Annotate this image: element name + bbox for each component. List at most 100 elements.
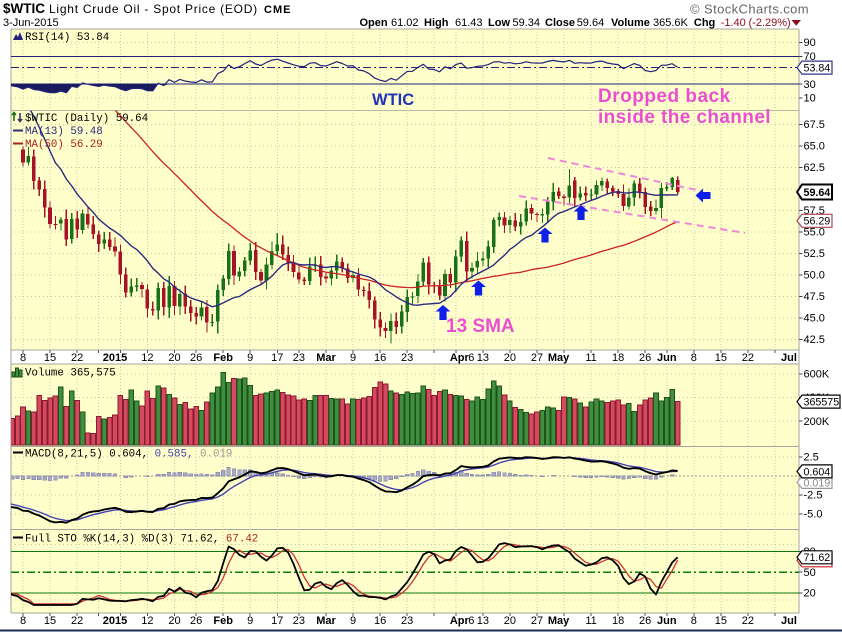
svg-text:53.84: 53.84 bbox=[804, 63, 831, 75]
svg-text:CME: CME bbox=[264, 4, 291, 16]
svg-text:62.5: 62.5 bbox=[804, 162, 825, 174]
svg-text:13: 13 bbox=[477, 615, 489, 627]
svg-text:MA(50) 56.29: MA(50) 56.29 bbox=[25, 139, 103, 151]
svg-text:59.34: 59.34 bbox=[513, 17, 541, 29]
svg-text:56.29: 56.29 bbox=[804, 216, 831, 228]
svg-text:11: 11 bbox=[585, 615, 596, 627]
svg-text:26: 26 bbox=[639, 615, 651, 627]
svg-text:Jun: Jun bbox=[657, 352, 677, 364]
svg-text:200K: 200K bbox=[804, 416, 830, 428]
svg-text:2.5: 2.5 bbox=[804, 452, 819, 464]
svg-text:inside the channel: inside the channel bbox=[598, 107, 771, 128]
svg-text:Open: Open bbox=[360, 17, 388, 29]
svg-text:23: 23 bbox=[293, 352, 305, 364]
svg-text:20: 20 bbox=[168, 615, 180, 627]
svg-text:-1.40: -1.40 bbox=[721, 17, 746, 29]
svg-text:2015: 2015 bbox=[103, 615, 127, 627]
svg-text:Close: Close bbox=[545, 17, 575, 29]
svg-text:9: 9 bbox=[247, 352, 253, 364]
svg-text:MA(13) 59.48: MA(13) 59.48 bbox=[25, 126, 103, 138]
svg-text:6: 6 bbox=[468, 615, 474, 627]
svg-text:WTIC: WTIC bbox=[372, 91, 414, 109]
svg-text:-5.0: -5.0 bbox=[804, 509, 823, 521]
svg-text:16: 16 bbox=[374, 615, 386, 627]
svg-text:Feb: Feb bbox=[213, 615, 233, 627]
svg-text:70: 70 bbox=[804, 51, 816, 63]
svg-text:Full STO %K(14,3) %D(3) 71.62,: Full STO %K(14,3) %D(3) 71.62, bbox=[25, 534, 219, 546]
svg-text:20: 20 bbox=[168, 352, 180, 364]
svg-text:67.5: 67.5 bbox=[804, 119, 825, 131]
svg-text:-2.5: -2.5 bbox=[804, 490, 823, 502]
svg-text:47.5: 47.5 bbox=[804, 291, 825, 303]
svg-text:50: 50 bbox=[804, 567, 816, 579]
svg-text:15: 15 bbox=[44, 352, 56, 364]
svg-text:15: 15 bbox=[715, 615, 727, 627]
svg-text:8: 8 bbox=[20, 352, 26, 364]
svg-text:0.585,: 0.585, bbox=[155, 449, 194, 461]
svg-text:15: 15 bbox=[715, 352, 727, 364]
svg-text:17: 17 bbox=[271, 352, 283, 364]
svg-text:0.019: 0.019 bbox=[804, 477, 831, 489]
svg-text:59.64: 59.64 bbox=[804, 187, 831, 199]
svg-text:90: 90 bbox=[804, 37, 816, 49]
svg-text:27: 27 bbox=[531, 352, 543, 364]
svg-text:23: 23 bbox=[401, 615, 413, 627]
svg-text:71.62: 71.62 bbox=[804, 552, 831, 564]
svg-text:© StockCharts.com: © StockCharts.com bbox=[690, 2, 809, 17]
svg-text:RSI(14) 53.84: RSI(14) 53.84 bbox=[25, 32, 109, 44]
svg-text:27: 27 bbox=[531, 615, 543, 627]
svg-text:18: 18 bbox=[612, 352, 624, 364]
svg-text:22: 22 bbox=[742, 352, 754, 364]
svg-text:26: 26 bbox=[639, 352, 651, 364]
svg-text:3-Jun-2015: 3-Jun-2015 bbox=[3, 17, 59, 29]
svg-text:65.0: 65.0 bbox=[804, 141, 825, 153]
svg-text:Chg: Chg bbox=[694, 17, 715, 29]
svg-text:17: 17 bbox=[271, 615, 283, 627]
svg-text:20: 20 bbox=[504, 615, 516, 627]
svg-text:52.5: 52.5 bbox=[804, 248, 825, 260]
svg-text:Jul: Jul bbox=[781, 615, 797, 627]
svg-text:30: 30 bbox=[804, 79, 816, 91]
svg-text:11: 11 bbox=[585, 352, 596, 364]
svg-text:$WTIC: $WTIC bbox=[3, 1, 45, 16]
svg-text:8: 8 bbox=[691, 352, 697, 364]
svg-text:20: 20 bbox=[504, 352, 516, 364]
svg-text:Low: Low bbox=[488, 17, 510, 29]
svg-text:Volume: Volume bbox=[611, 17, 650, 29]
svg-text:22: 22 bbox=[71, 352, 83, 364]
svg-text:12: 12 bbox=[141, 352, 153, 364]
svg-text:9: 9 bbox=[247, 615, 253, 627]
svg-text:10: 10 bbox=[804, 93, 816, 105]
svg-text:8: 8 bbox=[691, 615, 697, 627]
svg-text:16: 16 bbox=[374, 352, 386, 364]
svg-text:13 SMA: 13 SMA bbox=[446, 316, 515, 337]
svg-text:15: 15 bbox=[44, 615, 56, 627]
svg-text:61.43: 61.43 bbox=[455, 17, 483, 29]
svg-text:$WTIC (Daily) 59.64: $WTIC (Daily) 59.64 bbox=[25, 113, 148, 125]
svg-text:12: 12 bbox=[141, 615, 153, 627]
svg-text:2015: 2015 bbox=[103, 352, 127, 364]
svg-text:9: 9 bbox=[350, 615, 356, 627]
svg-text:May: May bbox=[548, 615, 570, 627]
svg-text:61.02: 61.02 bbox=[391, 17, 419, 29]
svg-text:26: 26 bbox=[190, 352, 202, 364]
svg-text:20: 20 bbox=[804, 588, 816, 600]
svg-text:26: 26 bbox=[190, 615, 202, 627]
svg-text:Volume 365,575: Volume 365,575 bbox=[25, 368, 116, 380]
svg-text:18: 18 bbox=[612, 615, 624, 627]
svg-text:Feb: Feb bbox=[213, 352, 233, 364]
svg-text:Mar: Mar bbox=[316, 352, 336, 364]
svg-text:600K: 600K bbox=[804, 368, 830, 380]
svg-text:8: 8 bbox=[20, 615, 26, 627]
svg-text:MACD(8,21,5) 0.604,: MACD(8,21,5) 0.604, bbox=[25, 449, 148, 461]
svg-text:Apr: Apr bbox=[450, 352, 470, 364]
svg-text:50.0: 50.0 bbox=[804, 270, 825, 282]
svg-text:9: 9 bbox=[350, 352, 356, 364]
svg-text:23: 23 bbox=[293, 615, 305, 627]
svg-text:Dropped back: Dropped back bbox=[598, 86, 731, 107]
svg-text:42.5: 42.5 bbox=[804, 334, 825, 346]
svg-text:Apr: Apr bbox=[450, 615, 470, 627]
svg-text:365575: 365575 bbox=[804, 397, 840, 409]
svg-text:22: 22 bbox=[71, 615, 83, 627]
svg-text:45.0: 45.0 bbox=[804, 313, 825, 325]
